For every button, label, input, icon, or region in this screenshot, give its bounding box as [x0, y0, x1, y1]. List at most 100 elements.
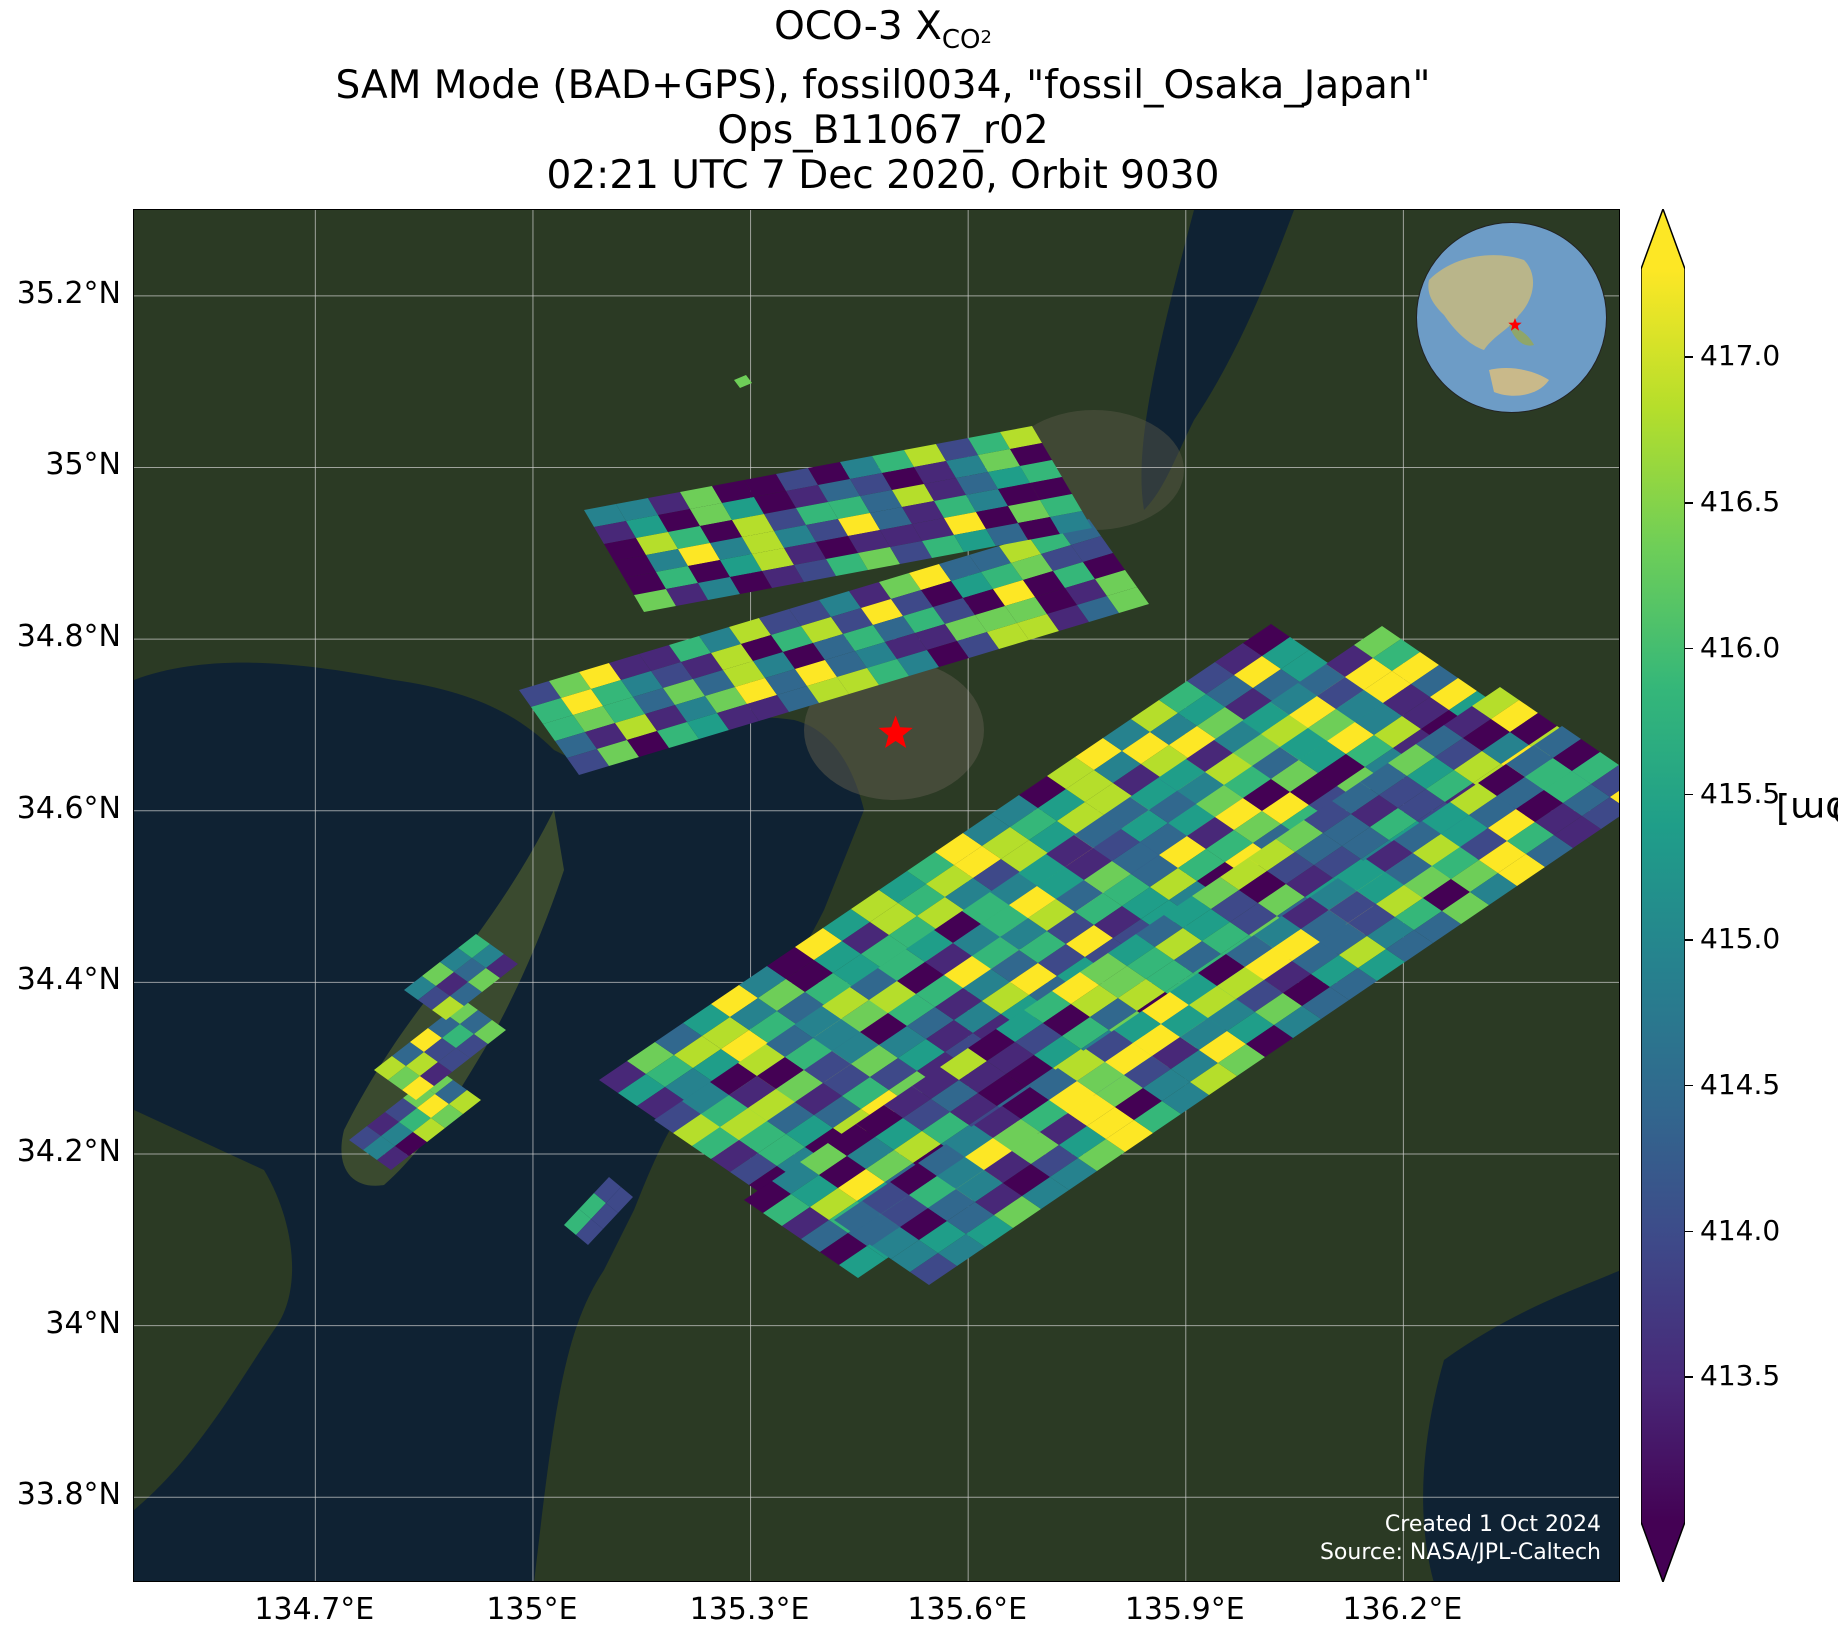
sounding-cell — [907, 852, 954, 884]
sounding-cell — [776, 468, 818, 491]
lon-tick-label: 136.2°E — [1342, 1592, 1463, 1627]
sounding-cell — [1610, 790, 1619, 804]
sounding-cell — [410, 1028, 442, 1052]
sounding-cell — [1414, 911, 1461, 943]
sounding-cell — [962, 892, 1009, 924]
sounding-cell — [1252, 747, 1299, 779]
globe-target-icon — [1508, 318, 1522, 331]
sounding-cell — [1498, 854, 1545, 886]
sounding-cell — [1077, 596, 1119, 622]
sounding-cell — [1463, 719, 1510, 751]
sounding-cell — [957, 632, 999, 658]
sounding-cell — [1102, 797, 1149, 829]
sounding-cell — [734, 375, 752, 388]
sounding-cell — [561, 689, 603, 715]
sounding-cell — [927, 641, 969, 667]
sounding-cell — [1056, 880, 1103, 912]
sounding-cell — [1374, 716, 1421, 748]
colorbar-extend-top — [1641, 209, 1685, 269]
sounding-cell — [579, 1193, 606, 1219]
sounding-cell — [1006, 1055, 1053, 1087]
sounding-cell — [585, 723, 627, 749]
sounding-cell — [766, 1025, 813, 1057]
sounding-cell — [999, 537, 1041, 563]
credit-text: Created 1 Oct 2024 Source: NASA/JPL-Calt… — [1320, 1511, 1601, 1567]
sounding-cell — [1591, 765, 1619, 797]
sounding-cell — [735, 678, 777, 704]
globe-inset — [1414, 220, 1609, 415]
sounding-cell — [804, 1051, 851, 1083]
sounding-cell — [428, 1014, 460, 1038]
sounding-cell — [1544, 771, 1591, 803]
sounding-cell — [782, 1207, 829, 1239]
sounding-cell — [1364, 671, 1411, 703]
sounding-cell — [791, 1175, 838, 1207]
sounding-cell — [861, 935, 908, 967]
sounding-cell — [747, 695, 789, 721]
sounding-cell — [826, 553, 868, 576]
sounding-cell — [1507, 822, 1554, 854]
sounding-cell — [680, 486, 722, 509]
sounding-cell — [449, 1090, 481, 1114]
sounding-cell — [1215, 798, 1262, 830]
sounding-cell — [627, 731, 669, 757]
sounding-cell — [739, 966, 786, 998]
sounding-cell — [422, 962, 454, 986]
sounding-cell — [1169, 726, 1216, 758]
sounding-cell — [1197, 707, 1244, 739]
sounding-cell — [1226, 935, 1273, 967]
sounding-cell — [996, 1010, 1043, 1042]
sounding-cell — [1225, 688, 1272, 720]
sounding-cell — [926, 1020, 973, 1052]
colorbar-tick-mark — [1685, 1084, 1693, 1087]
map-panel[interactable]: Created 1 Oct 2024 Source: NASA/JPL-Calt… — [133, 209, 1620, 1582]
sounding-cell — [732, 514, 774, 537]
sounding-cell — [624, 572, 666, 595]
sounding-cell — [1047, 757, 1094, 789]
sounding-cell — [730, 998, 777, 1030]
sounding-cell — [1010, 963, 1057, 995]
sounding-cell — [879, 871, 926, 903]
sounding-cell — [903, 607, 945, 633]
sounding-cell — [973, 859, 1020, 891]
sounding-cell — [838, 1169, 885, 1201]
sounding-cell — [990, 873, 1037, 905]
sounding-cell — [823, 1064, 870, 1096]
sounding-cell — [785, 1038, 832, 1070]
sounding-cell — [986, 523, 1028, 546]
sounding-cell — [1554, 816, 1601, 848]
sounding-cell — [806, 519, 848, 542]
lat-tick-label: 34.8°N — [16, 619, 121, 655]
sounding-cell — [1158, 759, 1205, 791]
pacific-water — [1423, 1270, 1619, 1581]
sounding-cell — [1190, 1063, 1237, 1095]
sounding-cell — [1224, 766, 1271, 798]
sounding-cell — [800, 1143, 847, 1175]
sounding-cell — [1038, 789, 1085, 821]
sounding-cell — [388, 1066, 420, 1090]
sounding-cell — [729, 1076, 776, 1108]
sounding-cell — [1011, 554, 1053, 580]
sounding-cell — [381, 1122, 413, 1146]
sounding-cell — [801, 1220, 848, 1252]
sounding-cell — [1422, 802, 1469, 834]
sounding-cell — [956, 472, 998, 495]
sounding-cell — [841, 1000, 888, 1032]
sounding-cell — [1289, 696, 1336, 728]
sounding-cell — [819, 1156, 866, 1188]
sounding-cell — [1029, 821, 1076, 853]
sounding-cell — [1094, 751, 1141, 783]
sounding-cell — [1416, 725, 1463, 757]
sounding-cell — [1478, 764, 1525, 796]
lat-tick-label: 34.6°N — [16, 790, 121, 826]
sounding-cell — [1383, 684, 1430, 716]
sounding-cell — [663, 679, 705, 705]
sounding-cell — [926, 865, 973, 897]
sounding-cell — [687, 713, 729, 739]
sounding-cell — [1155, 928, 1202, 960]
sounding-cell — [1354, 626, 1401, 658]
sounding-cell — [902, 501, 944, 524]
sounding-cell — [440, 948, 472, 972]
sounding-cell — [965, 1138, 1012, 1170]
colorbar-gradient — [1641, 269, 1685, 1522]
